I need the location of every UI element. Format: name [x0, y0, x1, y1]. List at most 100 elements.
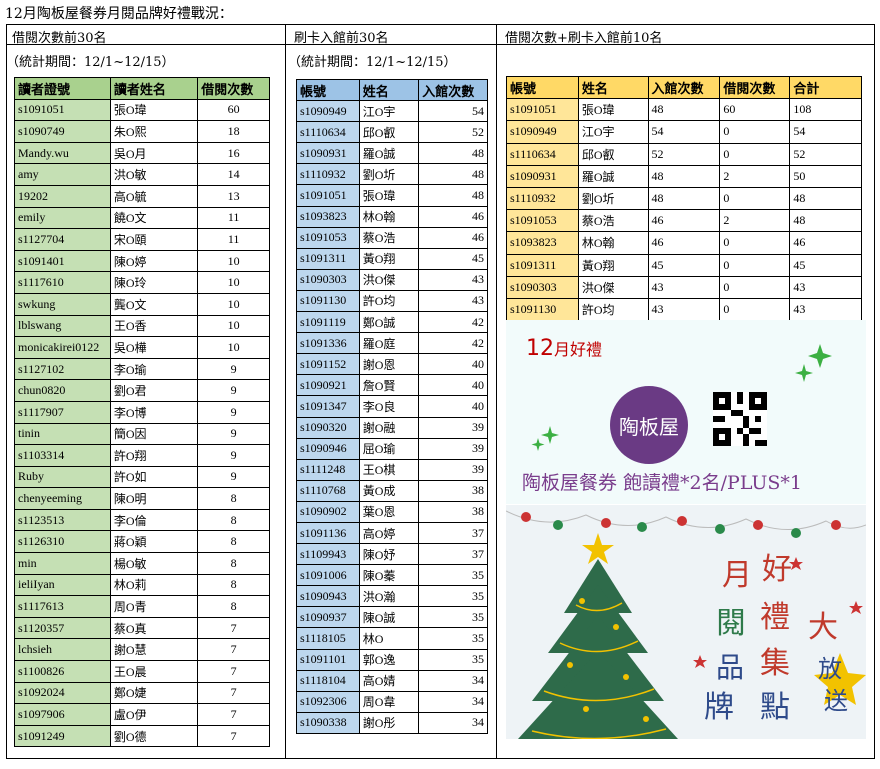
account-cell: s1091401 — [14, 249, 111, 273]
count-cell: 8 — [197, 508, 270, 532]
table-row: s1110634 邱O叡 52 0 52 — [506, 142, 862, 166]
table-row: s1110768 黃O成 38 — [296, 479, 488, 502]
name-cell: 許O均 — [358, 289, 420, 313]
table-row: s1091249 劉O德 7 — [14, 724, 270, 748]
col-header: 讀者姓名 — [109, 77, 199, 100]
poster-char: 好 — [762, 552, 792, 587]
name-cell: 李O良 — [358, 395, 420, 418]
table-row: s1090320 謝O融 39 — [296, 416, 488, 439]
account-cell: monicakirei0122 — [14, 336, 111, 359]
count-cell: 13 — [197, 184, 270, 208]
count-cell: 35 — [418, 585, 488, 608]
col-header: 入館次數 — [418, 78, 488, 102]
account-cell: s1127704 — [14, 228, 111, 251]
name-cell: 郭O逸 — [358, 648, 420, 671]
count-cell: 0 — [719, 275, 791, 299]
count-cell: 43 — [418, 268, 488, 291]
account-cell: s1090303 — [506, 275, 579, 299]
table-row: s1091051 張O瑋 48 — [296, 184, 488, 207]
table-row: s1091401 陳O婷 10 — [14, 249, 270, 273]
name-cell: 謝O融 — [358, 416, 420, 439]
account-cell: s1123513 — [14, 508, 111, 532]
count-cell: 43 — [647, 297, 721, 322]
table-row: s1091006 陳O蓁 35 — [296, 564, 488, 587]
table-row: Ruby 許O如 9 — [14, 465, 270, 489]
table-row: chun0820 劉O君 9 — [14, 379, 270, 402]
account-cell: s1110768 — [296, 479, 360, 502]
account-cell: s1126310 — [14, 530, 111, 554]
poster-char: 大 — [808, 610, 838, 645]
account-cell: 19202 — [14, 184, 111, 208]
name-cell: 陳O婷 — [109, 249, 199, 273]
account-cell: s1091119 — [296, 311, 360, 334]
name-cell: 羅O庭 — [358, 332, 420, 355]
name-cell: 陳O蓁 — [358, 564, 420, 587]
account-cell: tinin — [14, 422, 111, 446]
name-cell: 謝O慧 — [109, 638, 199, 662]
name-cell: 劉O圻 — [358, 163, 420, 186]
count-cell: 34 — [418, 711, 488, 734]
count-cell: 45 — [418, 247, 488, 270]
name-cell: 許O均 — [577, 297, 649, 322]
account-cell: s1091136 — [296, 521, 360, 545]
table-row: s1092024 鄭O婕 7 — [14, 681, 270, 705]
count-cell: 46 — [647, 231, 721, 255]
count-cell: 60 — [197, 98, 270, 122]
count-cell: 38 — [418, 479, 488, 502]
account-cell: s1090320 — [296, 416, 360, 439]
sparkle-icons — [531, 344, 832, 451]
account-cell: s1092024 — [14, 681, 111, 705]
name-cell: 洪O瀚 — [358, 585, 420, 608]
name-cell: 蔣O穎 — [109, 530, 199, 554]
account-cell: lblswang — [14, 314, 111, 338]
name-cell: 簡O因 — [109, 422, 199, 446]
account-cell: s1091152 — [296, 353, 360, 376]
garland-lights — [521, 512, 841, 538]
count-cell: 0 — [719, 186, 791, 211]
count-cell: 48 — [789, 186, 862, 211]
name-cell: 張O瑋 — [577, 98, 649, 122]
name-cell: 劉O圻 — [577, 186, 649, 211]
count-cell: 108 — [789, 98, 862, 122]
table-row: s1091130 許O均 43 0 43 — [506, 297, 862, 322]
count-cell: 35 — [418, 564, 488, 587]
count-cell: 52 — [789, 142, 862, 166]
borrow-ranking-table: 讀者證號 讀者姓名 借閱次數 s1091051 張O瑋 60 s1090749 朱O熙 1… — [14, 77, 270, 748]
name-cell: 王O棋 — [358, 458, 420, 481]
account-cell: s1091051 — [296, 184, 360, 207]
name-cell: 高O婷 — [358, 521, 420, 545]
table-row: Mandy.wu 吳O月 16 — [14, 141, 270, 165]
name-cell: 葉O恩 — [358, 500, 420, 523]
name-cell: 周O青 — [109, 595, 199, 618]
account-cell: emily — [14, 206, 111, 230]
count-cell: 7 — [197, 638, 270, 662]
table-row: s1091311 黃O翔 45 0 45 — [506, 253, 862, 277]
count-cell: 10 — [197, 249, 270, 273]
name-cell: 盧O伊 — [109, 703, 199, 726]
count-cell: 37 — [418, 543, 488, 566]
name-cell: 鄭O誠 — [358, 311, 420, 334]
account-cell: chenyeeming — [14, 487, 111, 510]
summary-frame — [6, 24, 875, 759]
count-cell: 0 — [719, 231, 791, 255]
count-cell: 16 — [197, 141, 270, 165]
name-cell: 王O香 — [109, 314, 199, 338]
account-cell: s1090949 — [506, 120, 579, 144]
count-cell: 52 — [647, 142, 721, 166]
section1-heading: 借閱次數前30名 — [12, 31, 107, 46]
table-row: s1091152 謝O恩 40 — [296, 353, 488, 376]
combined-ranking-table: 帳號 姓名 入館次數 借閱次數 合計 s1091051 張O瑋 48 60 108 s10… — [506, 75, 862, 322]
count-cell: 10 — [197, 271, 270, 294]
count-cell: 0 — [719, 142, 791, 166]
name-cell: 蔡O浩 — [358, 226, 420, 249]
account-cell: lchsieh — [14, 638, 111, 662]
account-cell: s1120357 — [14, 616, 111, 640]
name-cell: 林O — [358, 627, 420, 650]
name-cell: 林O莉 — [109, 573, 199, 597]
account-cell: s1091101 — [296, 648, 360, 671]
name-cell: 劉O君 — [109, 379, 199, 402]
table-row: s1109943 陳O妤 37 — [296, 543, 488, 566]
count-cell: 42 — [418, 332, 488, 355]
account-cell: s1110932 — [296, 163, 360, 186]
name-cell: 羅O誠 — [577, 164, 649, 188]
